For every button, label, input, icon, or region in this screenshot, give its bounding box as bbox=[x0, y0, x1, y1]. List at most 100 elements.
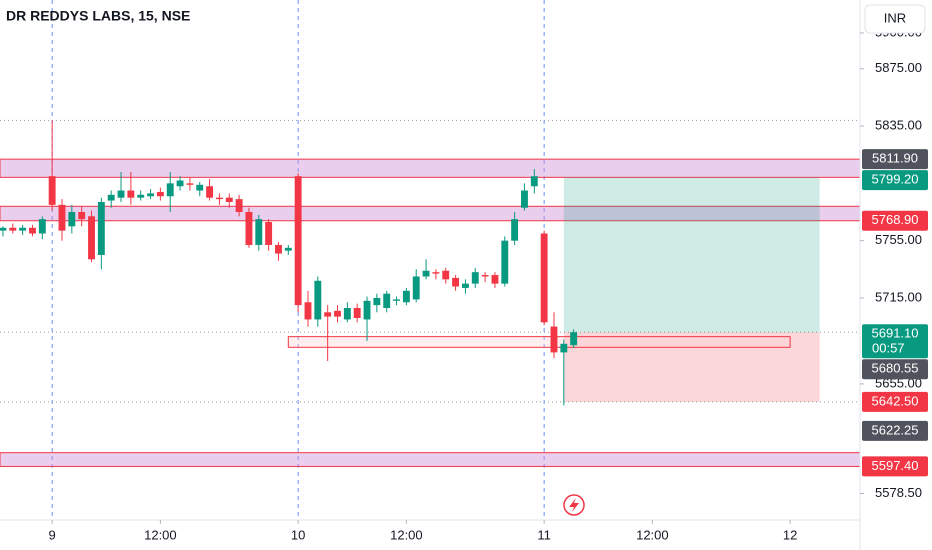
y-tick-label: 5755.00 bbox=[875, 232, 922, 247]
countdown: 00:57 bbox=[872, 341, 905, 356]
candle-body bbox=[147, 193, 154, 197]
candle-body bbox=[491, 275, 499, 284]
price-badge-label: 5597.40 bbox=[872, 458, 919, 473]
candle-body bbox=[284, 247, 292, 251]
candle-body bbox=[156, 191, 164, 197]
candle-body bbox=[353, 307, 361, 319]
price-badge bbox=[862, 170, 928, 191]
candle-body bbox=[176, 180, 184, 187]
candle-body bbox=[412, 276, 420, 300]
target-area bbox=[563, 177, 820, 333]
candle-body bbox=[383, 293, 391, 308]
price-badge bbox=[862, 456, 928, 477]
candle-body bbox=[215, 197, 223, 200]
x-tick-label: 10 bbox=[291, 527, 305, 542]
price-badge bbox=[862, 149, 928, 170]
candle-body bbox=[442, 270, 450, 280]
x-tick-label: 11 bbox=[537, 527, 551, 542]
candle-body bbox=[324, 312, 332, 317]
price-badge-label: 5799.20 bbox=[872, 172, 919, 187]
candle-body bbox=[245, 212, 253, 245]
x-tick-label: 9 bbox=[49, 527, 56, 542]
candle-body bbox=[550, 326, 558, 353]
level-box bbox=[287, 336, 791, 348]
candle-body bbox=[511, 219, 519, 241]
candle-body bbox=[117, 190, 125, 198]
candle-body bbox=[393, 299, 400, 301]
y-tick-label: 5715.00 bbox=[875, 289, 922, 304]
price-badge bbox=[862, 420, 928, 441]
candle-body bbox=[225, 197, 233, 202]
candle-body bbox=[255, 219, 263, 245]
candle-body bbox=[0, 227, 7, 231]
candle-body bbox=[206, 186, 214, 198]
candle-body bbox=[432, 272, 440, 274]
y-tick-label: 5875.00 bbox=[875, 60, 922, 75]
candle-body bbox=[78, 212, 86, 220]
candle-body bbox=[9, 227, 17, 231]
candle-body bbox=[107, 194, 115, 201]
candle-body bbox=[570, 332, 578, 346]
candle-body bbox=[294, 176, 302, 306]
candle-body bbox=[275, 244, 282, 254]
zone bbox=[0, 158, 861, 178]
candle-body bbox=[235, 199, 243, 213]
candle-body bbox=[481, 275, 489, 277]
candle-body bbox=[29, 227, 36, 234]
candle-body bbox=[343, 307, 351, 320]
currency-label[interactable]: INR bbox=[884, 10, 906, 25]
candle-body bbox=[196, 184, 204, 191]
price-badge bbox=[862, 359, 928, 380]
currency-button[interactable] bbox=[864, 4, 926, 34]
price-badge-label: 5768.90 bbox=[872, 212, 919, 227]
price-badge bbox=[862, 324, 928, 359]
candle-body bbox=[137, 194, 145, 198]
candle-body bbox=[314, 280, 322, 320]
candle-body bbox=[452, 277, 460, 287]
price-badge-label: 5691.10 bbox=[872, 326, 919, 341]
candle-body bbox=[530, 176, 538, 187]
y-tick-label: 5835.00 bbox=[875, 117, 922, 132]
replay-icon[interactable] bbox=[563, 494, 585, 516]
candle-body bbox=[422, 270, 430, 277]
candle-body bbox=[97, 201, 105, 255]
x-tick-label: 12:00 bbox=[144, 527, 177, 542]
candle-body bbox=[373, 297, 381, 306]
price-badge-label: 5680.55 bbox=[872, 361, 919, 376]
price-badge bbox=[862, 391, 928, 412]
candle-body bbox=[521, 190, 528, 208]
candle-body bbox=[540, 233, 548, 323]
x-tick-label: 12 bbox=[783, 527, 797, 542]
candle-body bbox=[363, 300, 371, 320]
candle-body bbox=[88, 216, 95, 260]
candle-body bbox=[334, 310, 341, 317]
candle-body bbox=[68, 212, 76, 227]
zone bbox=[0, 452, 861, 467]
candle-body bbox=[560, 343, 568, 353]
candle-body bbox=[127, 190, 135, 198]
price-badge-label: 5622.25 bbox=[872, 422, 919, 437]
price-badge-label: 5642.50 bbox=[872, 393, 919, 408]
candle-body bbox=[166, 183, 174, 197]
candle-body bbox=[501, 240, 509, 284]
candle-body bbox=[58, 204, 66, 231]
y-tick-label: 5578.50 bbox=[875, 485, 922, 500]
candle-body bbox=[186, 183, 194, 185]
price-badge bbox=[862, 210, 928, 231]
candle-body bbox=[402, 290, 410, 303]
candle-body bbox=[265, 222, 273, 245]
x-tick-label: 12:00 bbox=[636, 527, 669, 542]
chart-title: DR REDDYS LABS, 15, NSE bbox=[6, 8, 190, 24]
plot-area bbox=[0, 0, 861, 520]
candle-body bbox=[48, 176, 56, 205]
candle-body bbox=[461, 283, 469, 288]
candle-body bbox=[471, 272, 479, 284]
time-axis bbox=[0, 520, 860, 550]
candle-body bbox=[38, 219, 46, 234]
x-tick-label: 12:00 bbox=[390, 527, 423, 542]
candle-body bbox=[304, 302, 312, 320]
price-badge-label: 5811.90 bbox=[872, 151, 918, 166]
